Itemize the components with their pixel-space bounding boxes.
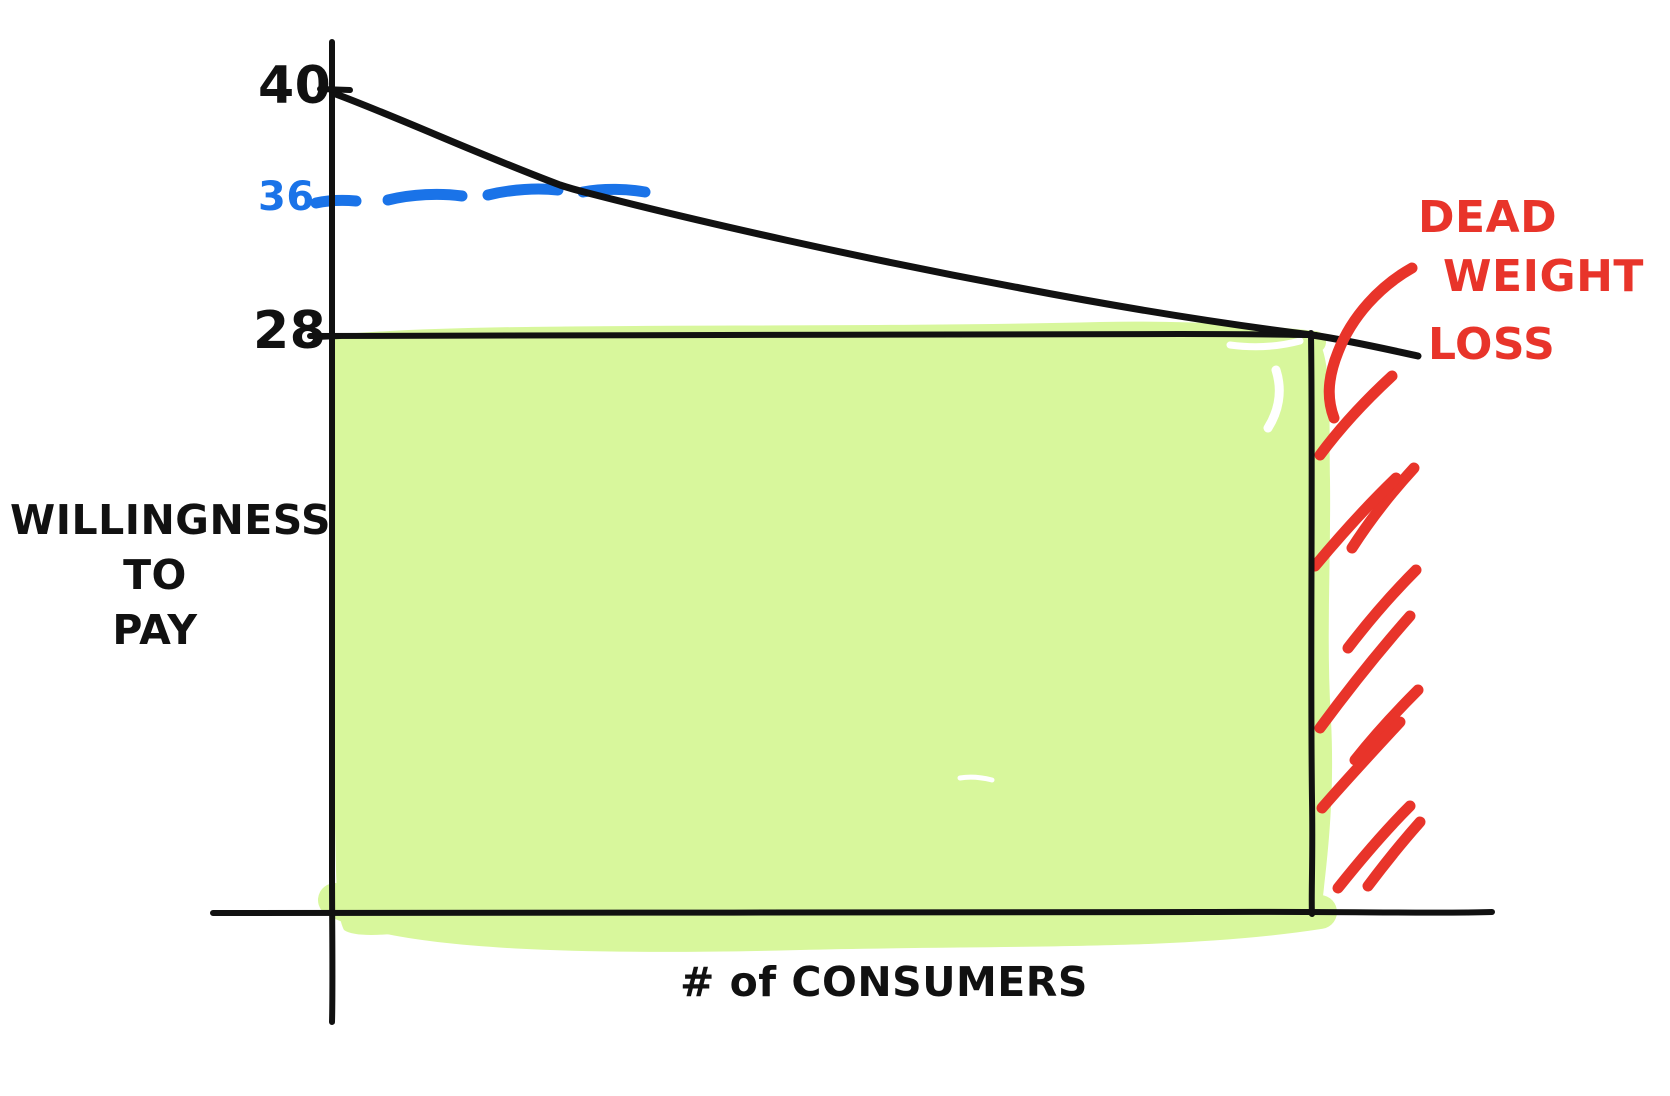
demand-curve — [329, 89, 1422, 360]
deadweight-loss-hatching — [1309, 370, 1426, 894]
dwl-annotation-line-2: WEIGHT — [1443, 251, 1644, 302]
y-tick-label-28: 28 — [253, 301, 327, 361]
y-tick-label-40: 40 — [258, 56, 332, 116]
dwl-annotation-line-3: LOSS — [1428, 319, 1556, 370]
price-line-28 — [307, 330, 1319, 339]
x-axis-label: # of CONSUMERS — [680, 958, 1088, 1006]
y-axis-label-line-3: PAY — [112, 606, 198, 654]
y-axis-label: WILLINGNESS TO PAY — [10, 496, 331, 665]
x-axis — [210, 908, 1495, 916]
market-rectangle-region — [318, 321, 1337, 952]
dwl-pointer-brace — [1323, 262, 1418, 424]
tick-mark-40 — [317, 86, 353, 93]
dwl-annotation-line-1: DEAD — [1418, 192, 1558, 243]
y-axis-label-line-2: TO — [123, 551, 187, 599]
y-axis — [328, 39, 336, 1025]
quantity-line — [1308, 330, 1316, 917]
tick-mark-28 — [312, 333, 343, 340]
y-axis-label-line-1: WILLINGNESS — [10, 496, 331, 544]
y-tick-label-36: 36 — [258, 174, 315, 220]
